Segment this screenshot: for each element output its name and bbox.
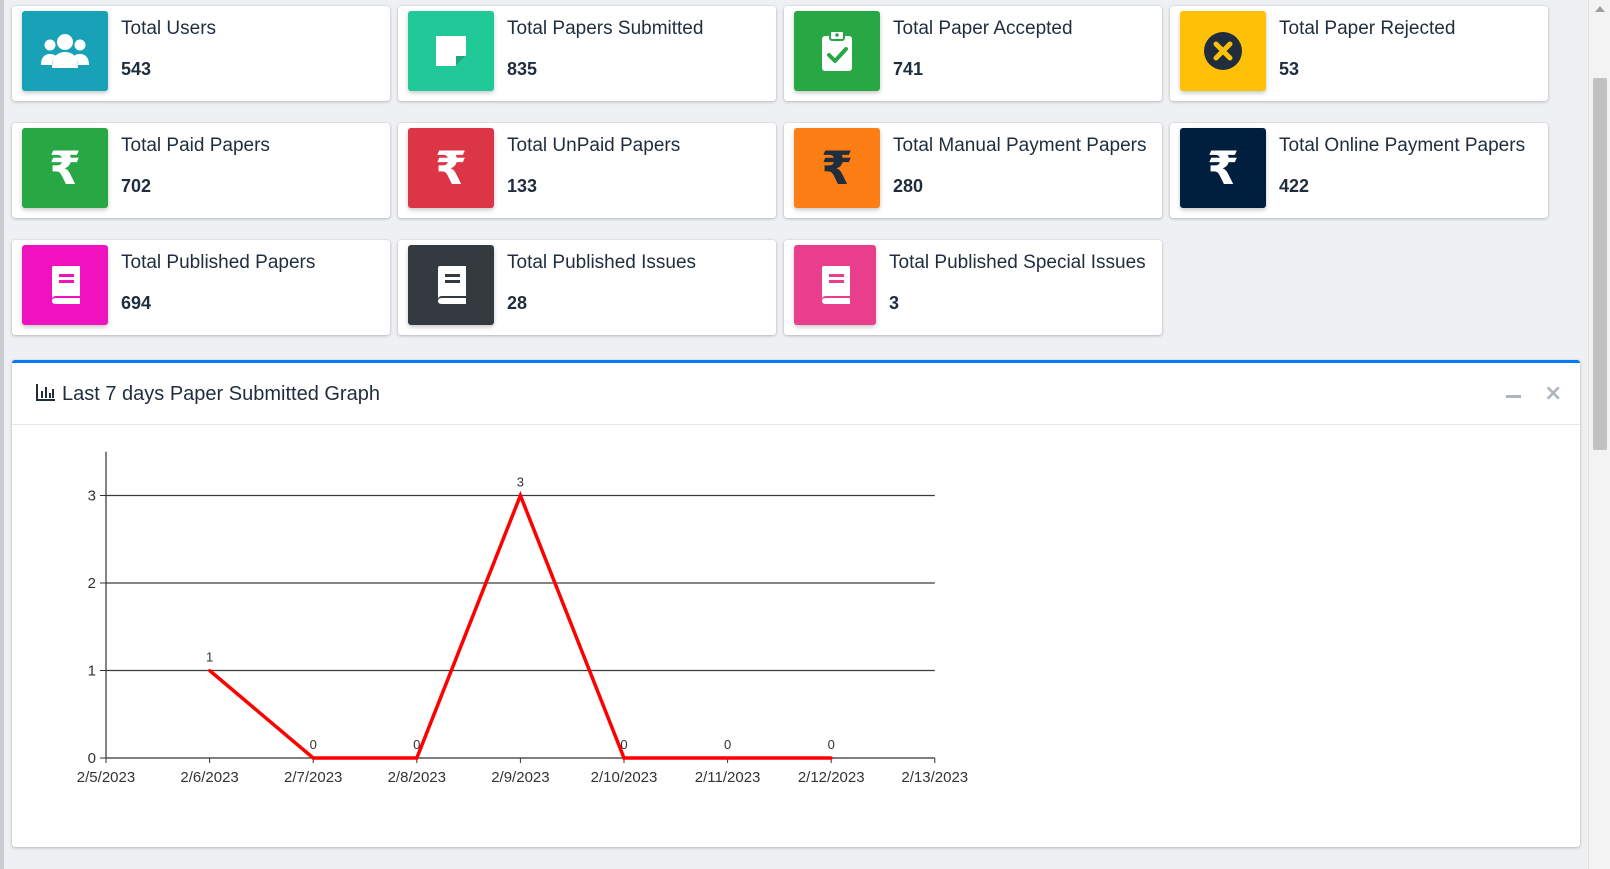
vertical-scrollbar[interactable] [1588, 0, 1610, 869]
page-left-edge [0, 0, 4, 869]
scroll-up-arrow-icon[interactable] [1595, 6, 1605, 12]
book-icon [438, 266, 466, 304]
data-point [415, 756, 419, 760]
data-point [622, 756, 626, 760]
card-label: Total Published Issues [507, 252, 697, 273]
x-tick-label: 2/7/2023 [284, 769, 342, 786]
card-total-online-payment-papers[interactable]: ₹ Total Online Payment Papers 422 [1170, 123, 1548, 218]
data-point [208, 669, 212, 672]
rupee-icon: ₹ [1206, 141, 1239, 195]
card-total-papers-submitted[interactable]: Total Papers Submitted 835 [398, 6, 776, 101]
card-value: 53 [1279, 59, 1300, 79]
card-icon-box [22, 11, 108, 91]
card-icon-box: ₹ [1180, 128, 1266, 208]
data-point [829, 756, 833, 760]
card-total-published-special-issues[interactable]: Total Published Special Issues 3 [784, 240, 1162, 335]
card-total-published-issues[interactable]: Total Published Issues 28 [398, 240, 776, 335]
card-label: Total Users [121, 18, 217, 39]
x-tick-label: 2/6/2023 [180, 769, 238, 786]
card-icon-box [794, 245, 876, 325]
x-tick-label: 2/11/2023 [695, 769, 761, 786]
card-icon-box [22, 245, 108, 325]
line-chart: 0 1 2 3 2/5/2023 2/6/2023 2/7/2023 2/8/2023 2/9/… [77, 451, 968, 786]
data-label: 0 [724, 737, 731, 752]
card-value: 694 [121, 293, 152, 313]
y-tick-label: 1 [88, 663, 96, 680]
book-icon [52, 266, 80, 304]
card-icon-box: ₹ [794, 128, 880, 208]
data-point [726, 756, 730, 760]
card-label: Total Papers Submitted [507, 18, 704, 39]
card-label: Total Manual Payment Papers [893, 135, 1147, 156]
panel-header: Last 7 days Paper Submitted Graph × [12, 363, 1580, 425]
data-label: 0 [620, 737, 627, 752]
card-label: Total Paid Papers [121, 135, 270, 156]
data-point [518, 494, 522, 497]
scroll-thumb[interactable] [1593, 78, 1607, 450]
times-circle-icon [1204, 32, 1242, 70]
users-icon [41, 34, 89, 68]
card-label: Total Published Special Issues [889, 252, 1146, 273]
rupee-icon: ₹ [48, 141, 81, 195]
data-point [311, 756, 315, 760]
card-total-published-papers[interactable]: Total Published Papers 694 [12, 240, 390, 335]
card-label: Total Online Payment Papers [1279, 135, 1526, 156]
card-value: 28 [507, 293, 528, 313]
card-value: 741 [893, 59, 924, 79]
card-value: 835 [507, 59, 538, 79]
sticky-note-icon [436, 36, 466, 66]
card-total-users[interactable]: Total Users 543 [12, 6, 390, 101]
card-label: Total Paper Accepted [893, 18, 1073, 39]
card-value: 543 [121, 59, 152, 79]
y-tick-label: 3 [88, 488, 96, 505]
card-value: 422 [1279, 176, 1310, 196]
x-tick-label: 2/9/2023 [491, 769, 549, 786]
card-value: 3 [889, 293, 900, 313]
data-label: 3 [517, 475, 524, 490]
x-tick-label: 2/12/2023 [798, 769, 865, 786]
rupee-icon: ₹ [434, 141, 467, 195]
card-value: 702 [121, 176, 152, 196]
x-tick-label: 2/5/2023 [77, 769, 135, 786]
series-line [208, 490, 832, 760]
collapse-button[interactable] [1506, 395, 1521, 398]
panel-title: Last 7 days Paper Submitted Graph [62, 383, 380, 405]
y-tick-label: 2 [88, 575, 96, 592]
card-icon-box [408, 245, 494, 325]
card-value: 133 [507, 176, 538, 196]
card-icon-box [1180, 11, 1266, 91]
card-label: Total Published Papers [121, 252, 316, 273]
close-button[interactable]: × [1544, 381, 1563, 406]
card-total-paper-accepted[interactable]: Total Paper Accepted 741 [784, 6, 1162, 101]
card-label: Total Paper Rejected [1279, 18, 1456, 39]
stats-grid: Total Users 543 Total Papers Submitted 8… [12, 6, 1580, 342]
rupee-icon: ₹ [820, 141, 853, 195]
x-tick-label: 2/10/2023 [591, 769, 658, 786]
clipboard-check-icon [822, 30, 852, 71]
book-icon [822, 266, 850, 304]
x-tick-label: 2/13/2023 [901, 769, 968, 786]
bar-chart-icon [36, 384, 55, 401]
card-icon-box: ₹ [22, 128, 108, 208]
data-label: 0 [413, 737, 420, 752]
card-total-paper-rejected[interactable]: Total Paper Rejected 53 [1170, 6, 1548, 101]
card-icon-box: ₹ [408, 128, 494, 208]
data-label: 0 [310, 737, 317, 752]
card-value: 280 [893, 176, 924, 196]
card-icon-box [408, 11, 494, 91]
card-total-unpaid-papers[interactable]: ₹ Total UnPaid Papers 133 [398, 123, 776, 218]
card-label: Total UnPaid Papers [507, 135, 681, 156]
card-total-paid-papers[interactable]: ₹ Total Paid Papers 702 [12, 123, 390, 218]
data-label: 1 [206, 650, 213, 665]
card-total-manual-payment-papers[interactable]: ₹ Total Manual Payment Papers 280 [784, 123, 1162, 218]
graph-panel: Last 7 days Paper Submitted Graph × 0 1 2 3… [12, 360, 1580, 847]
data-label: 0 [828, 737, 835, 752]
y-tick-label: 0 [88, 750, 96, 767]
card-icon-box [794, 11, 880, 91]
x-tick-label: 2/8/2023 [388, 769, 446, 786]
